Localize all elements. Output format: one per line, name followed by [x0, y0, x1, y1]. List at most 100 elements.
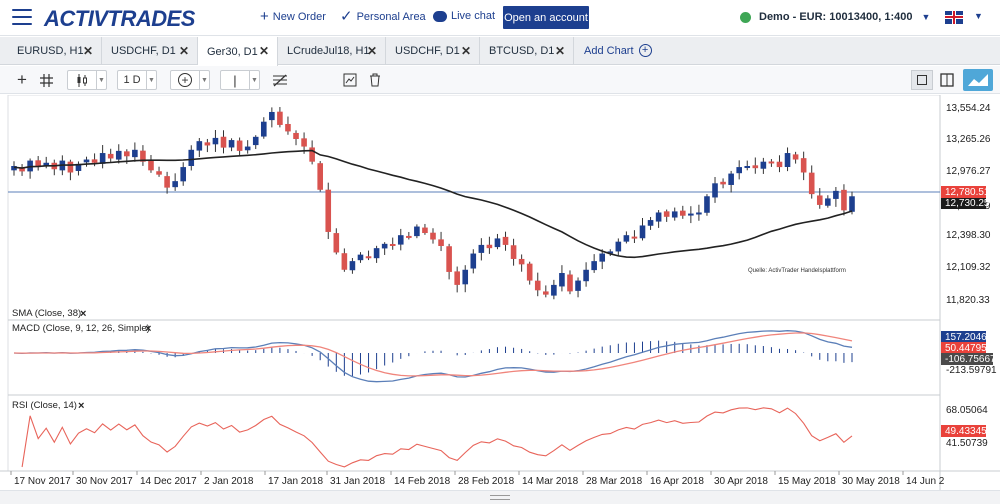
candle-body [599, 253, 606, 262]
candle-body [470, 253, 477, 269]
candle-body [671, 211, 678, 218]
date-tick: 30 Nov 2017 [76, 476, 133, 487]
candle-body [269, 111, 275, 121]
close-icon[interactable]: ✕ [258, 44, 269, 58]
candle-body [583, 269, 589, 282]
split-layout-icon[interactable] [936, 70, 958, 90]
drawing-tool-select[interactable]: | ▼ [220, 70, 260, 90]
candle-body [808, 172, 815, 195]
close-icon[interactable]: ✕ [82, 44, 93, 58]
candle-body [148, 160, 154, 171]
tab-label: BTCUSD, D1 [489, 45, 555, 57]
candle-body [236, 140, 243, 151]
current-price-box [941, 186, 986, 198]
price-tick: 12,398.30 [946, 230, 991, 241]
macd-histogram [21, 340, 853, 377]
tab-label: LCrudeJul18, H1 [287, 45, 370, 57]
open-account-button[interactable]: Open an account [503, 6, 589, 29]
rsi-value-box [941, 425, 986, 437]
date-tick: 17 Jan 2018 [268, 476, 323, 487]
date-tick: 15 May 2018 [778, 476, 836, 487]
tab-usdchf-d1-2[interactable]: USDCHF, D1 ✕ [386, 37, 480, 65]
candle-body [414, 226, 420, 237]
candle-body [559, 273, 565, 287]
sma-value-box [941, 197, 986, 209]
close-icon[interactable]: ✕ [366, 44, 377, 58]
candle-body [510, 245, 517, 259]
candle-body [373, 248, 380, 259]
close-icon[interactable]: ✕ [460, 44, 471, 58]
candle-body [115, 150, 122, 160]
candle-body [760, 161, 767, 169]
close-icon[interactable]: ✕ [554, 44, 565, 58]
grid-icon[interactable] [36, 70, 56, 90]
tab-lcrudejul18-h1[interactable]: LCrudeJul18, H1 ✕ [278, 37, 386, 65]
close-icon[interactable]: ✕ [178, 44, 189, 58]
date-axis: 17 Nov 2017 30 Nov 2017 14 Dec 2017 2 Jan 2… [10, 471, 945, 487]
add-indicator-select[interactable]: + ▼ [170, 70, 210, 90]
candle-body [67, 161, 74, 173]
macd-signal-box [941, 342, 986, 354]
resize-grip-icon[interactable] [490, 495, 510, 500]
candle-body [357, 254, 364, 261]
candle-body [19, 167, 25, 172]
sma-value-label: 12,730.25 [945, 198, 990, 209]
close-icon[interactable]: × [78, 400, 84, 412]
personal-area-button[interactable]: ✓ Personal Area [340, 9, 426, 24]
fibonacci-icon[interactable] [270, 70, 290, 90]
language-chevron-icon[interactable]: ▼ [974, 11, 983, 21]
candle-body [132, 149, 138, 158]
tab-usdchf-d1[interactable]: USDCHF, D1 ✕ [102, 37, 198, 65]
date-tick: 14 Jun 2 [906, 476, 945, 487]
close-icon[interactable]: × [145, 323, 151, 335]
bottom-panel-bar[interactable] [0, 490, 1000, 504]
chevron-down-icon: ▼ [146, 71, 156, 89]
personal-area-label: Personal Area [356, 11, 426, 23]
add-chart-button[interactable]: Add Chart + [584, 44, 652, 57]
candle-body [607, 251, 614, 254]
uk-flag-icon[interactable] [945, 11, 963, 24]
chevron-down-icon: ▼ [199, 71, 209, 89]
macd-value-box [941, 331, 986, 343]
crosshair-icon[interactable]: + [17, 70, 27, 89]
close-icon[interactable]: × [80, 308, 86, 320]
area-chart-icon[interactable] [963, 69, 993, 91]
candle-body [438, 239, 444, 246]
trash-icon[interactable] [365, 70, 385, 90]
live-chat-button[interactable]: Live chat [433, 10, 495, 22]
candle-body [567, 274, 573, 292]
date-tick: 30 May 2018 [842, 476, 900, 487]
hamburger-menu-icon[interactable] [12, 9, 32, 25]
chart-type-select[interactable]: ▼ [67, 70, 107, 90]
macd-signal-line [13, 332, 853, 377]
macd-hist-box [941, 353, 993, 365]
account-selector[interactable]: Demo - EUR: 10013400, 1:400 ▼ [740, 11, 930, 23]
date-tick: 14 Dec 2017 [140, 476, 197, 487]
timeframe-select[interactable]: 1 D ▼ [117, 70, 157, 90]
single-layout-icon[interactable] [911, 70, 933, 90]
candle-body [228, 140, 235, 148]
screenshot-icon[interactable] [340, 70, 360, 90]
price-tick: 12,976.27 [946, 166, 991, 177]
tab-ger30-d1[interactable]: Ger30, D1 ✕ [198, 37, 278, 66]
candle-body [260, 121, 267, 137]
candle-body [615, 241, 622, 252]
candle-body [639, 225, 646, 239]
tab-label: Ger30, D1 [207, 45, 258, 58]
tab-label: USDCHF, D1 [395, 45, 460, 57]
candle-body [107, 153, 114, 159]
candle-body [11, 166, 17, 171]
candle-body [663, 211, 670, 217]
new-order-button[interactable]: + New Order [260, 9, 326, 24]
candle-body [736, 167, 742, 174]
candle-body [430, 232, 436, 240]
date-tick: 2 Jan 2018 [204, 476, 254, 487]
candle-body [494, 238, 501, 248]
tab-eurusd-h1[interactable]: EURUSD, H1 ✕ [8, 37, 102, 65]
tab-btcusd-d1[interactable]: BTCUSD, D1 ✕ [480, 37, 574, 65]
timeframe-label: 1 D [123, 74, 141, 86]
date-tick: 16 Apr 2018 [650, 476, 704, 487]
candle-body [704, 196, 710, 213]
price-chart[interactable]: 13,554.24 13,265.26 12,976.27 12,687.29 … [0, 95, 1000, 490]
candle-body [349, 261, 356, 271]
